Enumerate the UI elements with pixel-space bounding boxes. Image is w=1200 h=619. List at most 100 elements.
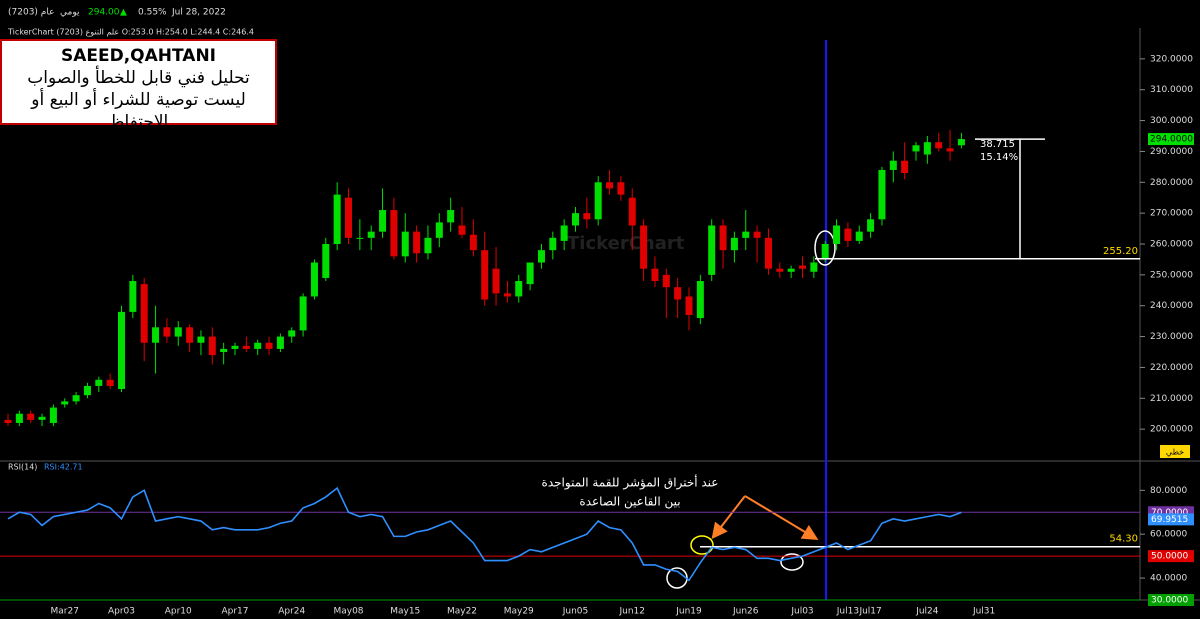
candle-body [401, 231, 409, 257]
rsi-readout: RSI:42.71 [44, 463, 83, 472]
candle-body [152, 327, 160, 343]
level-label: 50.0000 [1151, 552, 1188, 562]
candle-body [572, 213, 579, 226]
candle-body [435, 222, 443, 238]
candle-body [787, 268, 795, 272]
candle-body [946, 148, 954, 152]
x-tick-label: May22 [447, 607, 477, 617]
candle-body [867, 219, 875, 232]
candle-body [606, 182, 614, 189]
candle-body [685, 296, 693, 315]
x-tick-label: May15 [390, 607, 420, 617]
candle-body [447, 210, 455, 223]
candle-body [4, 419, 12, 423]
candle-body [186, 327, 194, 343]
x-tick-label: Jul13 [836, 607, 859, 617]
x-tick-label: Jul17 [858, 607, 881, 617]
candle-body [651, 268, 659, 282]
candle-body [322, 244, 330, 278]
symbol: عام (7203) [8, 8, 54, 18]
y-tick-label: 230.0000 [1150, 332, 1193, 342]
candle-body [242, 345, 250, 349]
watermark: TickerChart [567, 233, 685, 254]
period: يومي [60, 8, 80, 18]
annotation: بين القاعين الصاعدة [579, 495, 680, 510]
candle-body [628, 197, 636, 226]
candle-body [379, 210, 387, 232]
candle-body [889, 160, 897, 170]
x-tick-label: Apr17 [221, 607, 248, 617]
price: 294.00 [88, 8, 120, 18]
y-tick-label: 280.0000 [1150, 178, 1193, 188]
candle-body [708, 225, 716, 275]
candle-body [810, 262, 818, 272]
candle-body [38, 416, 46, 420]
candle-body [594, 182, 602, 220]
y-tick-label: 290.0000 [1150, 147, 1193, 157]
annotation: عند أختراق المؤشر للقمة المتواجدة [542, 475, 719, 491]
x-tick-label: Jul03 [790, 607, 813, 617]
candle-body [935, 142, 943, 149]
x-tick-label: Apr24 [278, 607, 305, 617]
candle-body [526, 262, 534, 285]
candle-body [549, 237, 557, 251]
candle-body [254, 342, 262, 349]
x-tick-label: Jun12 [618, 607, 645, 617]
y-tick-label: 300.0000 [1150, 116, 1193, 126]
note-line: ليست توصية للشراء أو البيع أو الاحتفاظ [31, 90, 246, 132]
arrow-up: ▲ [120, 8, 127, 18]
candle-body [799, 265, 806, 269]
x-tick-label: Apr10 [165, 607, 192, 617]
candle-body [640, 225, 648, 269]
candle-body [764, 237, 772, 269]
highlight-circle [780, 553, 804, 571]
candle-body [413, 231, 421, 254]
candle-body [345, 197, 352, 238]
y-tick-label: 250.0000 [1150, 270, 1193, 280]
candle-body [617, 182, 625, 195]
candle-body [583, 213, 591, 220]
level-label: 255.20 [1103, 246, 1138, 257]
highlight-circle [814, 230, 836, 266]
y-tick-label: 270.0000 [1150, 209, 1193, 219]
candle-body [696, 281, 704, 319]
candle-body [15, 413, 23, 423]
candle-body [27, 413, 35, 420]
x-tick-label: Jul31 [972, 607, 995, 617]
candle-body [106, 379, 114, 386]
candle-body [481, 250, 489, 300]
candle-body [469, 234, 477, 251]
x-tick-label: Jun05 [562, 607, 589, 617]
candle-body [424, 237, 432, 254]
candle-body [265, 342, 273, 349]
candle-body [390, 210, 398, 257]
candle-body [231, 345, 239, 349]
mode: خطي [1166, 448, 1184, 457]
date: Jul 28, 2022 [171, 8, 226, 18]
x-tick-label: Jul24 [915, 607, 939, 617]
highlight-circle [690, 535, 714, 555]
y-tick-label: 220.0000 [1150, 363, 1193, 373]
candle-body [356, 237, 364, 239]
candle-body [72, 395, 80, 402]
level-label: 70.0000 [1151, 508, 1188, 518]
y-tick-label: 210.0000 [1150, 394, 1193, 404]
y-tick-label: 40.0000 [1150, 574, 1187, 584]
y-tick-label: 310.0000 [1150, 85, 1193, 95]
measure-change: 38.715 [980, 139, 1015, 150]
measure-percent: 15.14% [980, 152, 1018, 163]
level-label: 30.0000 [1151, 596, 1188, 606]
y-tick-label: 260.0000 [1150, 240, 1193, 250]
candle-body [310, 262, 318, 297]
candle-body [753, 231, 761, 238]
level-box [1148, 594, 1194, 606]
candle-body [299, 296, 307, 331]
arrow [744, 495, 819, 541]
candle-body [49, 407, 57, 423]
candle-body [662, 274, 670, 288]
candle-body [855, 231, 863, 241]
note-box: SAEED,QAHTANI تحليل فني قابل للخطأ والصو… [0, 39, 277, 132]
breakout-label: 54.30 [1109, 534, 1138, 545]
candle-body [878, 169, 886, 220]
